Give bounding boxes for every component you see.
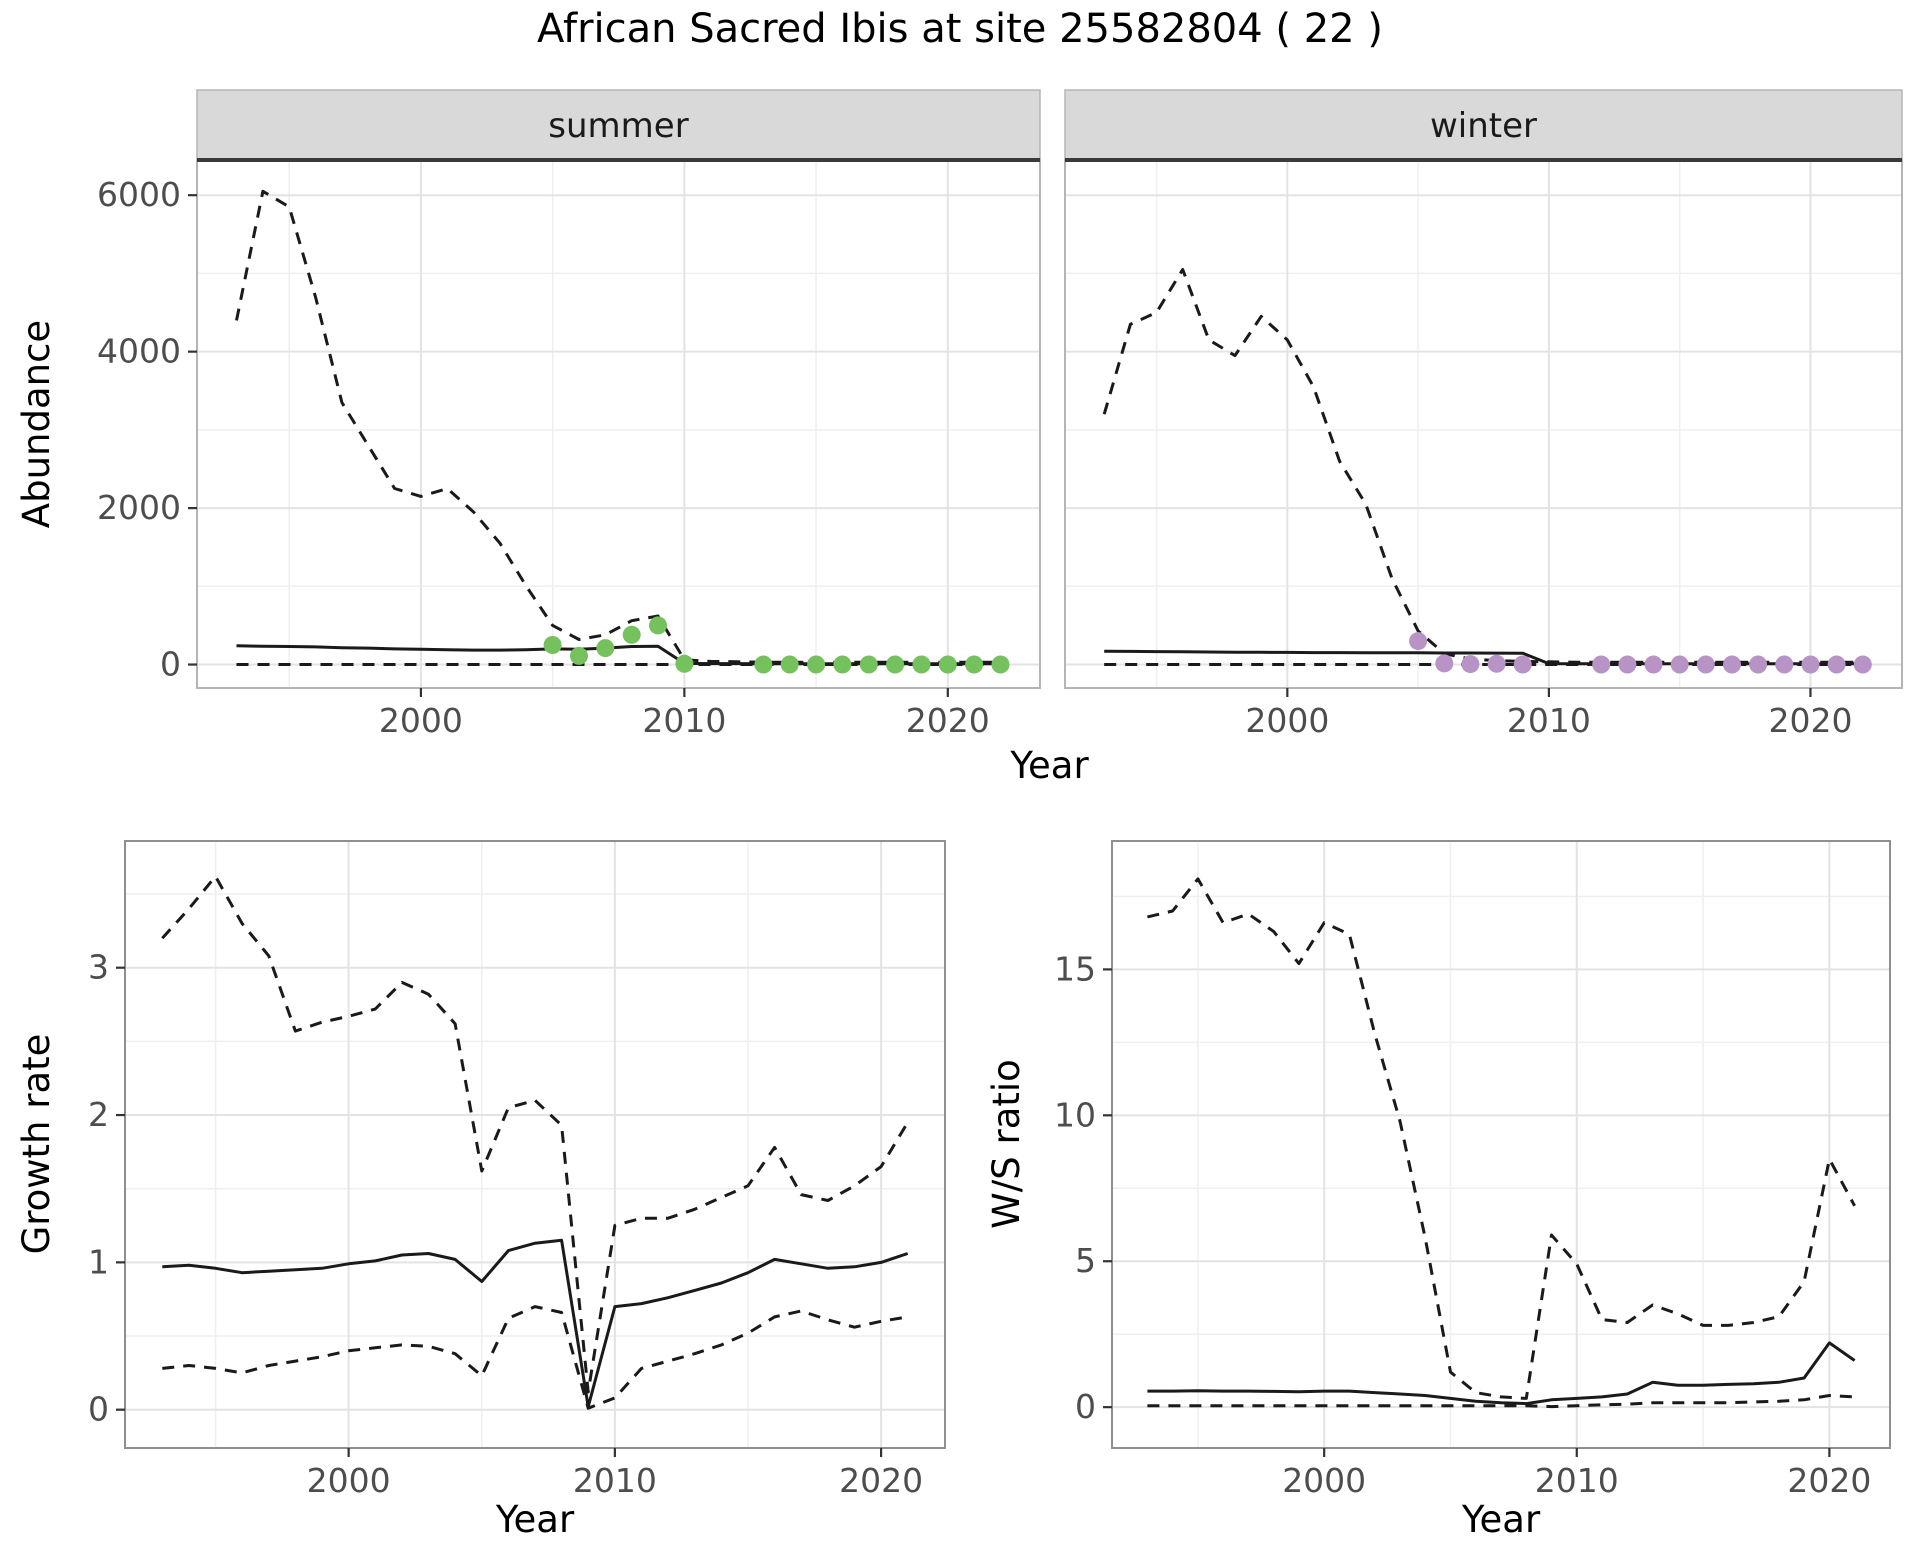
- facet-strip: [196, 89, 1041, 161]
- series-upper_ci: [1147, 877, 1856, 1400]
- y-tick-label: 0: [88, 1390, 109, 1429]
- data-point: [1696, 655, 1715, 674]
- x-tick-label: 2010: [573, 1461, 657, 1500]
- y-tick-label: 10: [1054, 1095, 1096, 1134]
- grid-minor: [125, 841, 945, 1448]
- y-tick-label: 0: [1075, 1387, 1096, 1426]
- data-point: [1749, 655, 1768, 674]
- data-point: [1513, 655, 1532, 674]
- x-tick-label: 2000: [379, 701, 463, 740]
- points-observed-summer: [543, 616, 1010, 674]
- x-tick-label: 2020: [906, 701, 990, 740]
- panel-border: [1111, 840, 1891, 1449]
- y-tick-label: 6000: [97, 175, 181, 214]
- x-tick-label: 2000: [1282, 1461, 1366, 1500]
- data-point: [938, 655, 957, 674]
- grid-minor: [1065, 160, 1902, 688]
- y-tick-label: 2: [88, 1095, 109, 1134]
- data-point: [1618, 655, 1637, 674]
- data-point: [1827, 655, 1846, 674]
- data-point: [807, 655, 826, 674]
- data-point: [570, 646, 588, 665]
- data-point: [1435, 654, 1454, 673]
- abundance-x-axis-label: Year: [1010, 744, 1089, 787]
- growth-rate-y-axis-label: Growth rate: [14, 1033, 58, 1255]
- grid-minor: [197, 160, 1040, 688]
- data-point: [965, 655, 984, 674]
- x-tick-label: 2010: [1507, 701, 1591, 740]
- data-point: [596, 639, 615, 658]
- grid-major: [125, 841, 945, 1448]
- data-point: [1775, 655, 1794, 674]
- data-point: [543, 636, 562, 654]
- ws-ratio-y-axis-label: W/S ratio: [984, 1059, 1028, 1229]
- data-point: [1409, 632, 1428, 651]
- ws-ratio-x-axis-label: Year: [1461, 1498, 1541, 1541]
- data-point: [1723, 655, 1741, 674]
- axis-ticks: 2000 2010 2020 0 2000 4000 6000: [97, 175, 990, 740]
- data-point: [833, 655, 852, 674]
- x-tick-label: 2020: [1768, 701, 1852, 740]
- data-point: [780, 655, 799, 674]
- growth-rate-panel: 2000 2010 2020 0 1 2 3: [88, 840, 946, 1500]
- data-point: [1644, 655, 1663, 674]
- y-tick-label: 1: [88, 1242, 109, 1281]
- x-tick-label: 2020: [1787, 1461, 1871, 1500]
- x-tick-label: 2020: [839, 1461, 923, 1500]
- growth-rate-x-axis-label: Year: [495, 1498, 575, 1541]
- data-point: [859, 655, 878, 674]
- chart-title: African Sacred Ibis at site 25582804 ( 2…: [537, 6, 1383, 52]
- data-point: [1592, 655, 1611, 674]
- axis-ticks: 2000 2010 2020 0 1 2 3: [88, 948, 923, 1500]
- data-point: [1487, 654, 1506, 673]
- data-point: [1461, 655, 1480, 674]
- abundance-summer-panel: summer 2000 2010 2020 0 2000 4000 6000: [97, 89, 1041, 740]
- series-upper_ci: [161, 874, 909, 1394]
- panel-border: [124, 840, 946, 1449]
- data-point: [1670, 655, 1689, 674]
- data-point: [886, 655, 905, 674]
- data-point: [1853, 655, 1872, 674]
- data-point: [912, 655, 931, 674]
- x-tick-label: 2010: [1535, 1461, 1619, 1500]
- y-tick-label: 5: [1075, 1241, 1096, 1280]
- facet-strip-label: summer: [548, 106, 688, 146]
- series-upper_ci: [235, 189, 1001, 664]
- y-tick-label: 3: [88, 948, 109, 987]
- panel-background: [197, 160, 1040, 688]
- y-tick-label: 2000: [97, 488, 181, 527]
- series-median: [162, 1238, 909, 1409]
- x-tick-label: 2010: [642, 701, 726, 740]
- data-point: [754, 655, 773, 674]
- y-tick-label: 15: [1054, 949, 1096, 988]
- data-point: [622, 625, 641, 644]
- data-point: [675, 654, 694, 673]
- points-observed-winter: [1409, 632, 1872, 674]
- facet-strip: [1064, 89, 1903, 161]
- data-point: [1801, 655, 1820, 674]
- x-tick-label: 2000: [307, 1461, 391, 1500]
- y-tick-label: 0: [160, 645, 181, 684]
- series-lower_ci: [1147, 1394, 1855, 1409]
- series-lower_ci: [162, 1305, 908, 1410]
- ws-ratio-panel: 2000 2010 2020 0 5 10 15: [1054, 840, 1891, 1500]
- data-point: [991, 655, 1010, 674]
- panel-background: [1065, 160, 1902, 688]
- y-tick-label: 4000: [97, 332, 181, 371]
- grid-minor: [1112, 841, 1890, 1448]
- abundance-y-axis-label: Abundance: [14, 319, 58, 529]
- data-point: [649, 616, 667, 635]
- facet-strip-label: winter: [1430, 106, 1537, 146]
- axis-ticks: 2000 2010 2020: [1245, 688, 1852, 740]
- panel-background: [125, 841, 945, 1448]
- series-median: [1147, 1341, 1856, 1406]
- axis-ticks: 2000 2010 2020 0 5 10 15: [1054, 949, 1871, 1500]
- x-tick-label: 2000: [1245, 701, 1329, 740]
- panel-background: [1112, 841, 1890, 1448]
- abundance-winter-panel: winter 2000 2010 2020: [1064, 89, 1903, 740]
